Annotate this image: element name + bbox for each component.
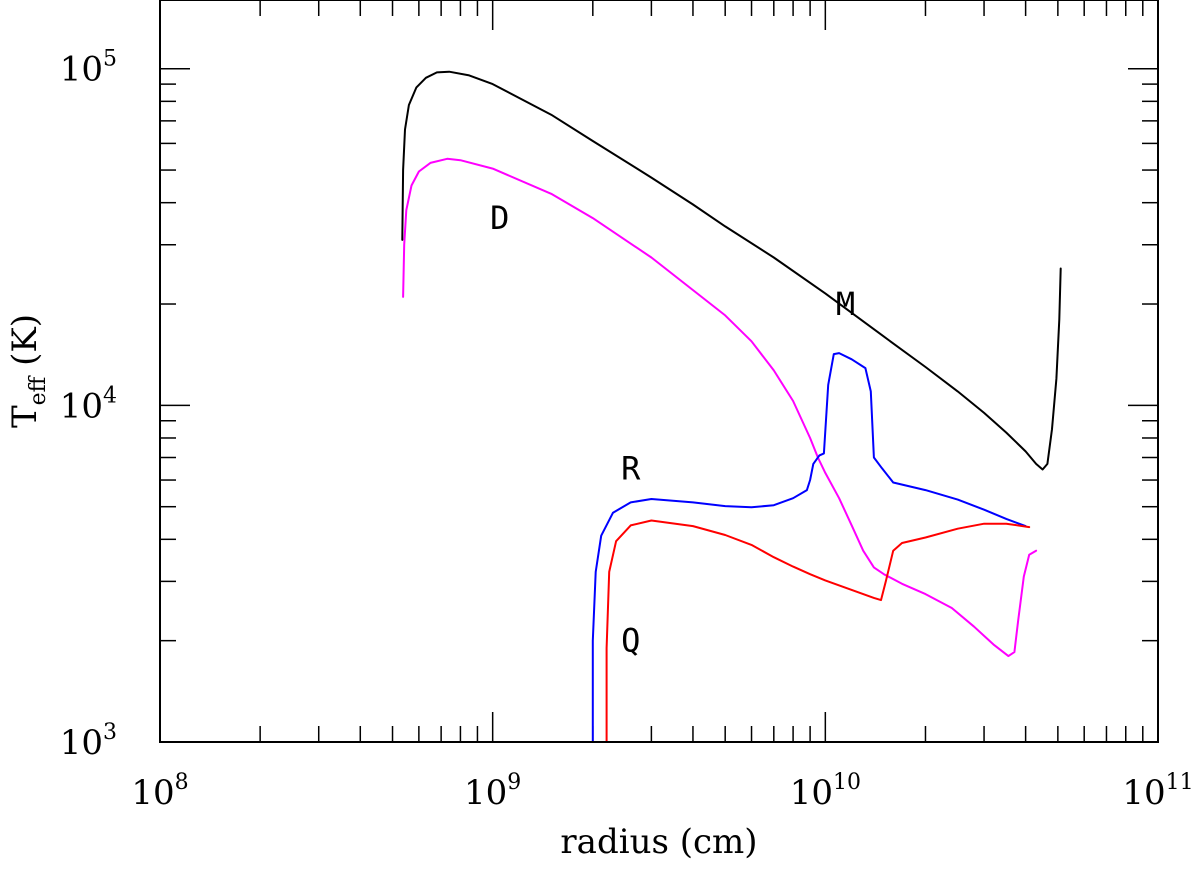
x-tick-label: 1010 <box>790 770 861 813</box>
x-tick-label-exponent: 9 <box>507 770 521 795</box>
curve-label-m: M <box>836 285 855 323</box>
curve-label-q: Q <box>621 622 640 660</box>
svg-text:Teff (K): Teff (K) <box>5 314 51 428</box>
x-axis-title: radius (cm) <box>560 822 757 862</box>
curve-labels: M D R Q <box>490 199 855 660</box>
x-tick-label-base: 10 <box>464 773 507 813</box>
x-tick-label-base: 10 <box>790 773 833 813</box>
y-tick-label-exponent: 5 <box>103 47 117 72</box>
series-line-m <box>401 70 1062 471</box>
y-axis-title-base: T <box>5 405 45 428</box>
plot-series <box>401 70 1062 743</box>
y-tick-label: 105 <box>60 47 117 90</box>
y-axis-title: Teff (K) <box>5 314 51 428</box>
y-tick-label-base: 10 <box>60 50 103 90</box>
x-tick-label-base: 10 <box>1122 773 1165 813</box>
y-tick-label: 103 <box>60 720 117 763</box>
y-tick-label-exponent: 3 <box>103 720 117 745</box>
series-line-d <box>402 157 1038 658</box>
series-line-q <box>605 519 1031 743</box>
x-tick-label-exponent: 8 <box>175 770 189 795</box>
y-tick-label-base: 10 <box>60 386 103 426</box>
x-tick-label-base: 10 <box>131 773 174 813</box>
curve-label-d: D <box>490 199 509 237</box>
series-line-r <box>591 352 1027 743</box>
curve-label-r: R <box>621 449 641 487</box>
x-tick-label-exponent: 10 <box>833 770 861 795</box>
y-axis-title-unit: (K) <box>5 314 45 366</box>
axis-ticks <box>159 0 1158 743</box>
y-tick-label-base: 10 <box>60 723 103 763</box>
x-tick-label: 109 <box>464 770 521 813</box>
x-tick-label: 1011 <box>1122 770 1193 813</box>
y-tick-label-exponent: 4 <box>103 383 117 408</box>
y-axis-title-spacer <box>5 366 45 377</box>
y-tick-label: 104 <box>60 383 117 426</box>
x-tick-label-exponent: 11 <box>1166 770 1194 795</box>
plot-frame <box>159 0 1159 743</box>
x-tick-label: 108 <box>131 770 188 813</box>
y-axis-title-subscript: eff <box>26 375 51 405</box>
